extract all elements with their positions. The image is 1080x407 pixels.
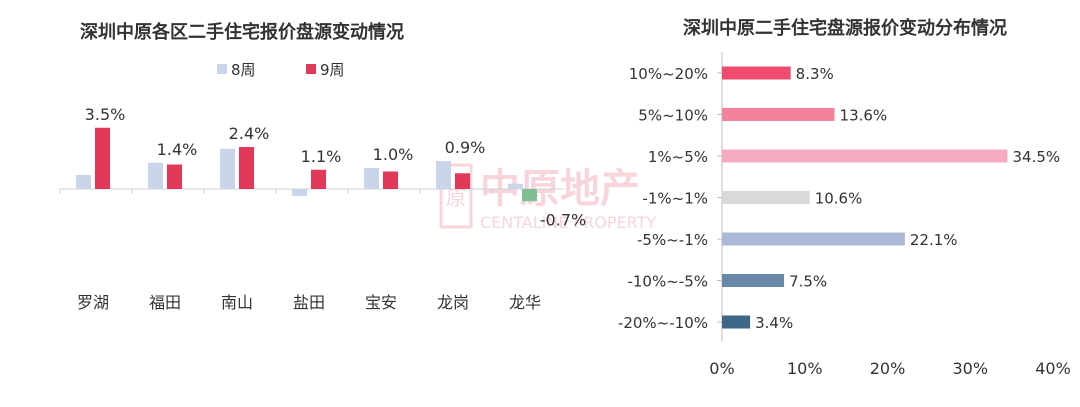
range-label-6: -20%~-10% [618,314,708,332]
hbar-4 [722,232,905,246]
category-label-1: 福田 [149,293,181,312]
right-chart: 10%~20% 8.3% 5%~10% 13.6% 1%~5% 34.5% -1%~1% 10… [618,52,1071,378]
category-label-2: 南山 [221,293,253,312]
right-chart-title: 深圳中原二手住宅盘源报价变动分布情况 [683,18,1007,39]
left-chart-title: 深圳中原各区二手住宅报价盘源变动情况 [80,22,404,43]
hbar-value-5: 7.5% [789,273,827,291]
range-label-3: -1%~1% [642,190,708,208]
range-label-4: -5%~-1% [637,231,708,249]
hbar-0 [722,66,791,80]
hbar-value-4: 22.1% [910,231,958,249]
bar-week9-3 [311,169,326,189]
data-label-week9-3: 1.1% [301,147,342,166]
x-tick-label-4: 40% [1035,359,1071,378]
bar-week8-2 [220,148,235,189]
watermark-brand-en: CENTALINE PROPERTY [480,213,656,232]
bar-week8-1 [148,162,163,189]
bar-week8-4 [364,168,379,189]
x-tick-label-2: 20% [870,359,906,378]
hbar-1 [722,108,835,121]
data-label-week9-5: 0.9% [445,138,486,157]
bar-week9-1 [167,164,182,189]
bar-week9-5 [455,173,470,189]
bar-week8-6 [508,183,523,189]
legend-label-week8: 8周 [231,61,256,79]
data-label-week9-1: 1.4% [157,140,198,159]
data-label-week9-4: 1.0% [373,145,414,164]
bar-week8-3 [292,189,307,196]
range-label-5: -10%~-5% [627,273,708,291]
x-tick-label-0: 0% [709,359,734,378]
bar-week8-0 [76,175,91,189]
watermark-seal: 原 [446,186,466,210]
category-label-3: 盐田 [293,293,325,312]
legend-label-week9: 9周 [320,61,345,79]
watermark-seal-frame [439,163,473,229]
category-label-4: 宝安 [365,293,397,312]
x-tick-label-1: 10% [787,359,823,378]
data-label-week9-0: 3.5% [85,105,126,124]
hbar-2 [722,149,1008,163]
legend-swatch-week8 [217,64,227,74]
bar-week9-2 [239,147,254,189]
legend-swatch-week9 [306,64,316,74]
category-label-0: 罗湖 [77,293,109,312]
hbar-value-3: 10.6% [815,190,863,208]
hbar-value-6: 3.4% [755,314,793,332]
hbar-value-1: 13.6% [840,107,888,125]
hbar-5 [722,274,785,287]
data-label-week9-6: -0.7% [540,210,586,229]
hbar-3 [722,191,810,204]
hbar-value-2: 34.5% [1012,148,1060,166]
range-label-0: 10%~20% [629,65,708,83]
category-label-5: 龙岗 [437,293,469,312]
bar-week9-0 [95,127,110,189]
data-label-week9-2: 2.4% [229,124,270,143]
bar-week9-6 [522,189,537,202]
hbar-value-0: 8.3% [796,65,834,83]
x-tick-label-3: 30% [952,359,988,378]
hbar-6 [722,315,751,329]
left-chart: 8周 9周 3.5% 罗湖 1.4% 福田 2.4% 南山 1.1% 盐田 1.0% 宝安 0.9% 龙岗… [59,61,586,312]
category-label-6: 龙华 [509,293,541,312]
bar-week8-5 [436,161,451,189]
range-label-2: 1%~5% [648,148,708,166]
bar-week9-4 [383,171,398,189]
range-label-1: 5%~10% [638,107,708,125]
